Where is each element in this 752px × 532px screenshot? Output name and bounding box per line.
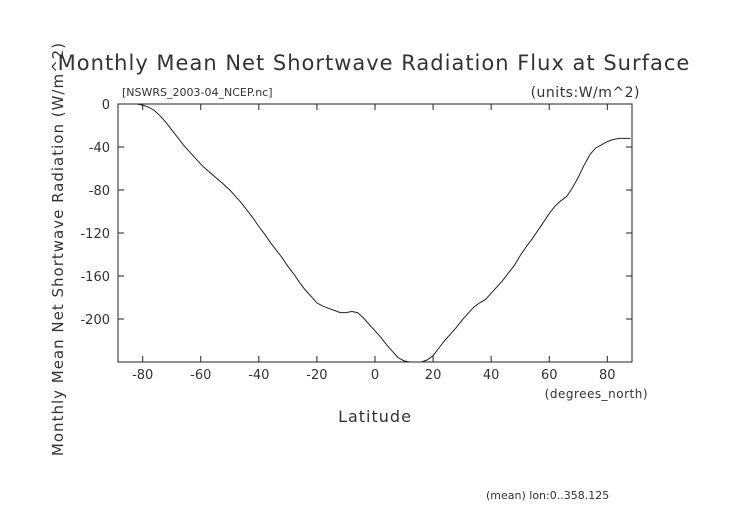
- chart-title: Monthly Mean Net Shortwave Radiation Flu…: [58, 51, 691, 75]
- y-tick-label: -120: [80, 227, 110, 242]
- x-tick-label: 20: [425, 368, 442, 383]
- x-tick-label: -20: [306, 368, 327, 383]
- y-tick-label: -40: [89, 141, 110, 156]
- y-tick-label: 0: [102, 98, 110, 113]
- x-tick-label: 0: [371, 368, 379, 383]
- plot-frame: [117, 103, 633, 363]
- y-tick-label: -160: [80, 270, 110, 285]
- y-tick-label: -200: [80, 313, 110, 328]
- x-tick-label: 40: [483, 368, 500, 383]
- x-tick-label: 60: [541, 368, 558, 383]
- footnote: (mean) lon:0..358.125: [486, 489, 609, 502]
- x-tick-label: -60: [190, 368, 211, 383]
- y-tick-label: -80: [89, 184, 110, 199]
- x-tick-label: -40: [248, 368, 269, 383]
- x-tick-label: 80: [599, 368, 616, 383]
- units-label: (units:W/m^2): [531, 85, 640, 101]
- series-line: [119, 103, 631, 363]
- plot-area: -80 -60 -40 -20 0 20 40 60 800-40-80-120-160-200: [80, 98, 633, 383]
- x-tick-label: -80: [132, 368, 153, 383]
- file-label: [NSWRS_2003-04_NCEP.nc]: [122, 86, 273, 99]
- x-axis-label: Latitude: [338, 407, 412, 426]
- x-axis-units: (degrees_north): [545, 387, 648, 401]
- y-axis-label: Monthly Mean Net Shortwave Radiation (W/…: [49, 42, 67, 456]
